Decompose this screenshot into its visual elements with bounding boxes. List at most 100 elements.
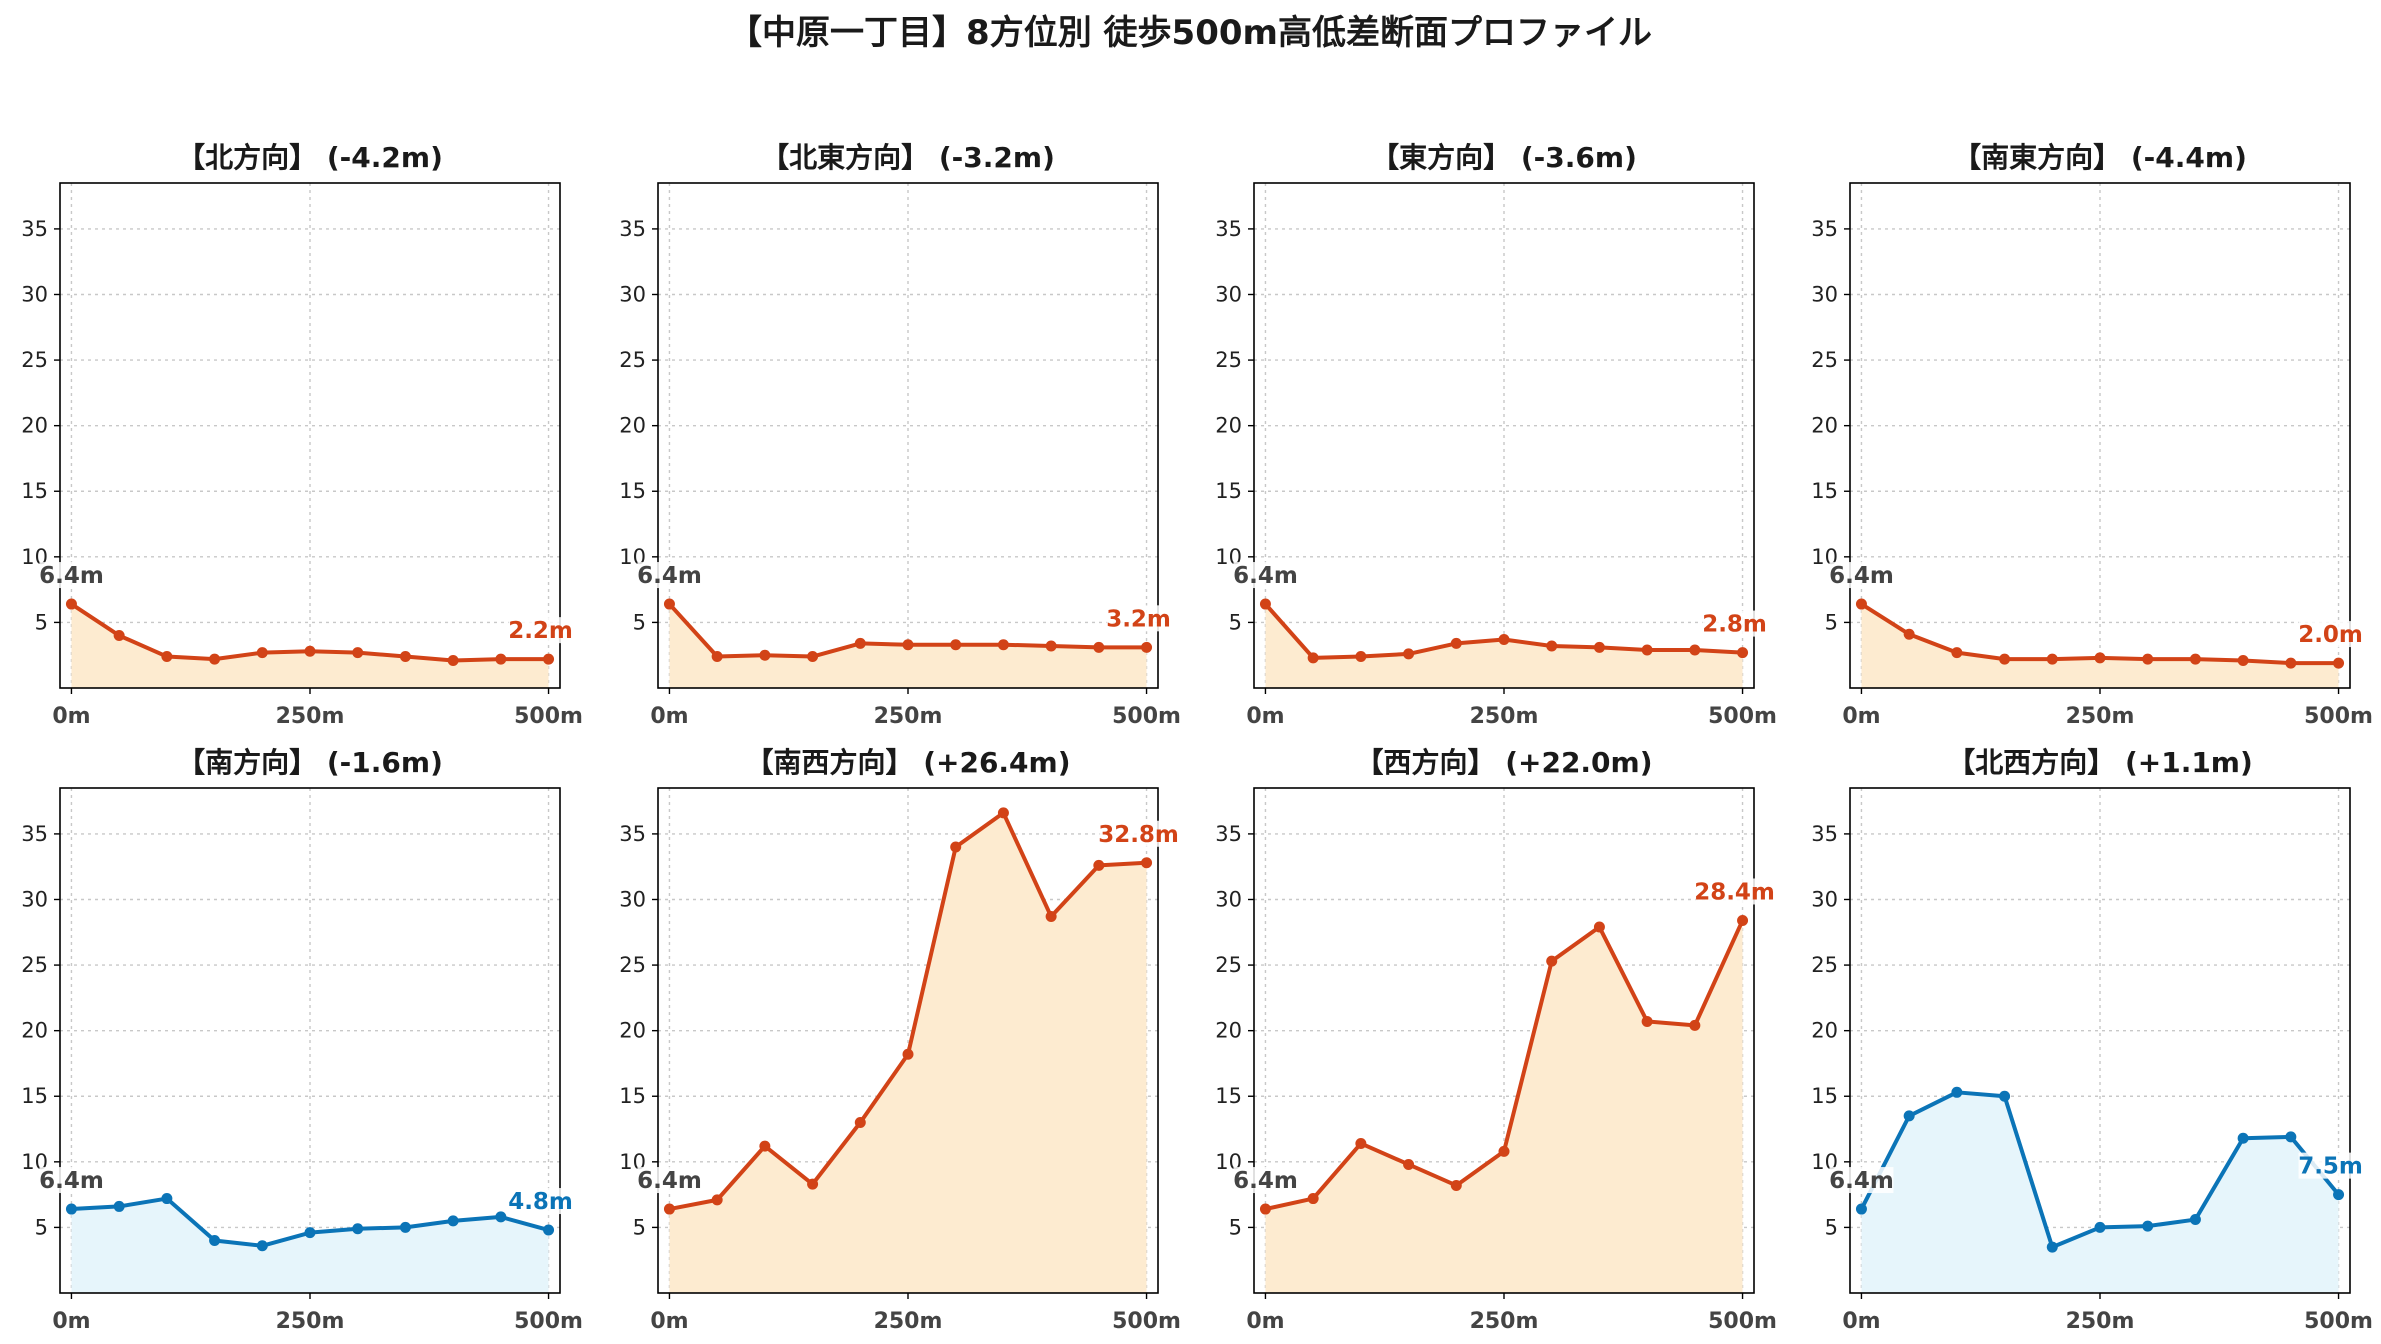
data-point bbox=[2285, 657, 2297, 669]
end-label-bg bbox=[508, 1188, 573, 1215]
y-tick-label: 35 bbox=[1811, 217, 1838, 241]
end-label: 2.0m bbox=[2298, 622, 2363, 648]
end-label-bg bbox=[1106, 605, 1171, 632]
y-tick-label: 5 bbox=[35, 1215, 48, 1239]
y-tick-label: 20 bbox=[619, 414, 646, 438]
data-point bbox=[2285, 1131, 2297, 1143]
data-point bbox=[1307, 652, 1319, 664]
y-tick-label: 20 bbox=[1215, 414, 1242, 438]
data-point bbox=[663, 1203, 675, 1215]
data-point bbox=[902, 639, 914, 651]
data-point bbox=[902, 1048, 914, 1060]
data-point bbox=[543, 653, 555, 665]
panel-title: 【東方向】 (-3.6m) bbox=[1371, 141, 1637, 174]
start-label-bg bbox=[637, 562, 702, 589]
y-tick-label: 15 bbox=[619, 479, 646, 503]
data-point bbox=[1403, 1158, 1415, 1170]
data-point bbox=[1093, 641, 1105, 653]
y-tick-label: 35 bbox=[619, 822, 646, 846]
data-point bbox=[711, 651, 723, 663]
y-tick-label: 25 bbox=[1811, 348, 1838, 372]
data-point bbox=[1093, 859, 1105, 871]
data-point bbox=[1903, 1110, 1915, 1122]
data-point bbox=[950, 841, 962, 853]
panel-title: 【北方向】 (-4.2m) bbox=[177, 141, 443, 174]
x-tick-label: 500m bbox=[1708, 1309, 1777, 1334]
y-tick-label: 15 bbox=[21, 1084, 48, 1108]
y-tick-label: 20 bbox=[21, 414, 48, 438]
start-label: 6.4m bbox=[39, 1168, 104, 1194]
data-point bbox=[759, 1140, 771, 1152]
start-label: 6.4m bbox=[637, 1168, 702, 1194]
panel-title: 【北西方向】 (+1.1m) bbox=[1947, 746, 2253, 779]
y-tick-label: 15 bbox=[619, 1084, 646, 1108]
x-tick-label: 500m bbox=[1112, 704, 1181, 729]
data-point bbox=[1737, 914, 1749, 926]
data-point bbox=[997, 807, 1009, 819]
start-label: 6.4m bbox=[1233, 1168, 1298, 1194]
end-label: 2.8m bbox=[1702, 612, 1767, 638]
start-label-bg bbox=[1233, 1167, 1298, 1194]
start-label-bg bbox=[1829, 562, 1894, 589]
data-point bbox=[1737, 647, 1749, 659]
data-point bbox=[711, 1194, 723, 1206]
data-point bbox=[1355, 651, 1367, 663]
area-fill bbox=[1861, 604, 2339, 688]
area-fill bbox=[71, 604, 549, 688]
data-point bbox=[2189, 653, 2201, 665]
plot-frame bbox=[1253, 787, 1755, 1294]
panel-title: 【西方向】 (+22.0m) bbox=[1355, 746, 1652, 779]
y-tick-label: 35 bbox=[1215, 217, 1242, 241]
x-tick-label: 0m bbox=[52, 704, 90, 729]
data-point bbox=[352, 1223, 364, 1235]
data-point bbox=[950, 639, 962, 651]
data-point bbox=[854, 1116, 866, 1128]
data-point bbox=[304, 1227, 316, 1239]
area-fill bbox=[1265, 920, 1743, 1293]
data-point bbox=[65, 1203, 77, 1215]
plot-frame bbox=[59, 182, 561, 689]
y-tick-label: 35 bbox=[21, 822, 48, 846]
y-tick-label: 25 bbox=[1215, 953, 1242, 977]
data-point bbox=[256, 647, 268, 659]
end-label-bg bbox=[2298, 1152, 2363, 1179]
data-point bbox=[2142, 653, 2154, 665]
x-tick-label: 500m bbox=[2304, 704, 2373, 729]
area-fill bbox=[669, 812, 1147, 1293]
data-point bbox=[997, 639, 1009, 651]
data-point bbox=[1641, 1015, 1653, 1027]
x-tick-label: 250m bbox=[1470, 1309, 1539, 1334]
x-tick-label: 250m bbox=[2066, 704, 2135, 729]
y-tick-label: 5 bbox=[35, 610, 48, 634]
data-point bbox=[1259, 1203, 1271, 1215]
y-tick-label: 30 bbox=[21, 282, 48, 306]
data-point bbox=[304, 645, 316, 657]
data-point bbox=[447, 654, 459, 666]
x-tick-label: 250m bbox=[276, 1309, 345, 1334]
end-label: 28.4m bbox=[1694, 879, 1775, 905]
end-label: 32.8m bbox=[1098, 822, 1179, 848]
start-label-bg bbox=[1829, 1167, 1894, 1194]
data-point bbox=[807, 651, 819, 663]
end-label: 3.2m bbox=[1106, 606, 1171, 632]
x-tick-label: 0m bbox=[650, 1309, 688, 1334]
start-label-bg bbox=[637, 1167, 702, 1194]
data-point bbox=[1045, 640, 1057, 652]
area-fill bbox=[1265, 604, 1743, 688]
data-point bbox=[1450, 1179, 1462, 1191]
y-tick-label: 30 bbox=[1811, 887, 1838, 911]
start-label-bg bbox=[39, 1167, 104, 1194]
plot-frame bbox=[1849, 182, 2351, 689]
data-point bbox=[209, 653, 221, 665]
data-point bbox=[854, 637, 866, 649]
y-tick-label: 15 bbox=[1215, 479, 1242, 503]
data-point bbox=[1546, 640, 1558, 652]
y-tick-label: 25 bbox=[619, 953, 646, 977]
y-tick-label: 5 bbox=[1825, 1215, 1838, 1239]
y-tick-label: 20 bbox=[619, 1019, 646, 1043]
y-tick-label: 5 bbox=[1229, 1215, 1242, 1239]
